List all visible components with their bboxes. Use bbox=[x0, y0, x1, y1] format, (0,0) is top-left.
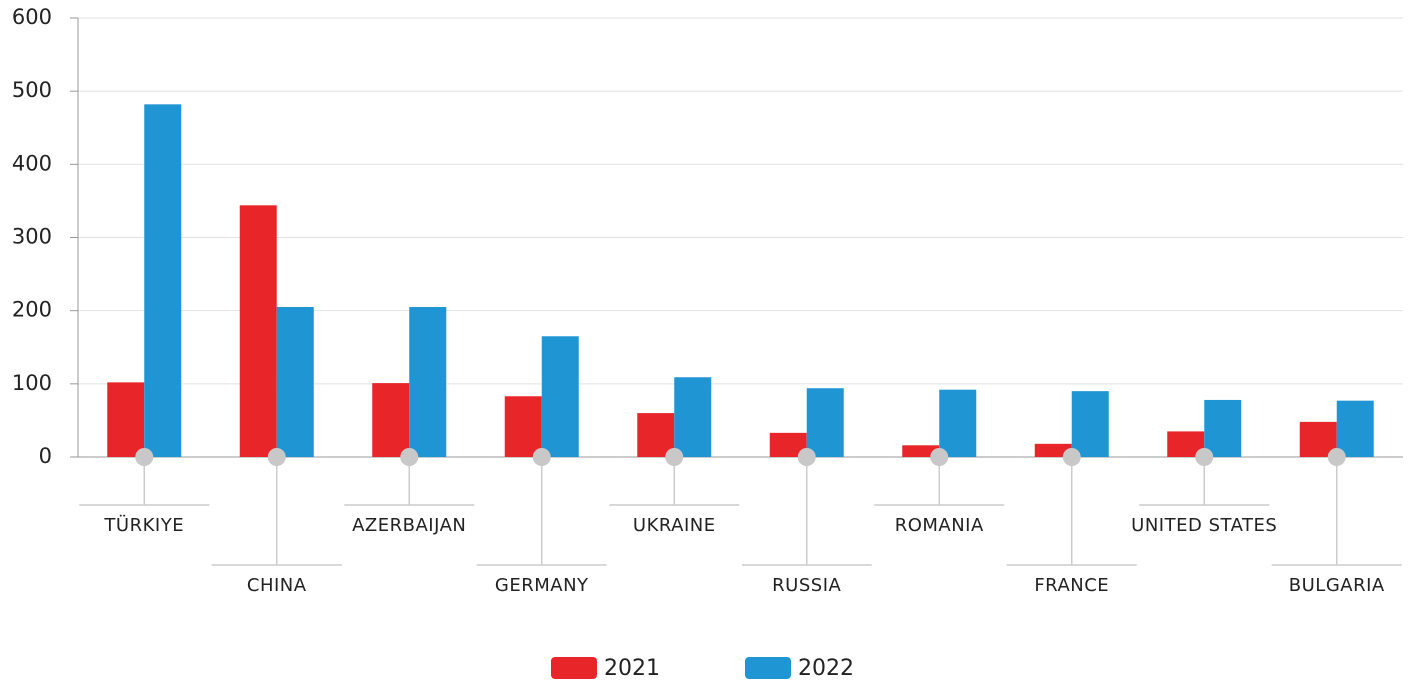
bar bbox=[806, 388, 844, 457]
y-tick-label: 400 bbox=[12, 151, 52, 175]
bar bbox=[637, 413, 675, 457]
axis-dot bbox=[797, 448, 816, 466]
legend-label: 2021 bbox=[604, 656, 660, 681]
axis-dot bbox=[135, 448, 154, 466]
x-tick-label: RUSSIA bbox=[772, 575, 841, 596]
bar bbox=[1204, 399, 1242, 457]
bar bbox=[276, 307, 314, 457]
y-tick-label: 100 bbox=[12, 371, 52, 395]
axis-dot bbox=[267, 448, 286, 466]
x-tick-label: BULGARIA bbox=[1289, 575, 1385, 596]
x-tick-label: UKRAINE bbox=[633, 515, 716, 536]
bar bbox=[409, 307, 447, 457]
x-tick-label: UNITED STATES bbox=[1131, 515, 1277, 536]
bar bbox=[541, 336, 579, 457]
y-tick-label: 600 bbox=[12, 5, 52, 29]
y-tick-label: 300 bbox=[12, 225, 52, 249]
axis-dot bbox=[930, 448, 949, 466]
legend-label: 2022 bbox=[798, 656, 854, 681]
bar bbox=[1034, 443, 1072, 457]
x-tick-label: TÜRKIYE bbox=[103, 514, 184, 536]
x-tick-label: AZERBAIJAN bbox=[352, 515, 466, 536]
bar bbox=[1336, 400, 1374, 457]
bar bbox=[674, 377, 712, 457]
bar bbox=[504, 396, 542, 457]
bar bbox=[1071, 391, 1109, 457]
x-tick-label: CHINA bbox=[247, 575, 307, 596]
bar bbox=[902, 445, 940, 457]
legend-swatch bbox=[745, 657, 791, 679]
bar bbox=[144, 104, 182, 457]
y-tick-label: 0 bbox=[39, 444, 52, 468]
axis-dot bbox=[1195, 448, 1214, 466]
axis-dot bbox=[532, 448, 551, 466]
y-tick-label: 500 bbox=[12, 78, 52, 102]
bar bbox=[939, 389, 977, 457]
bar bbox=[372, 383, 410, 457]
x-tick-label: GERMANY bbox=[495, 575, 589, 596]
bar bbox=[107, 382, 145, 457]
axis-dot bbox=[665, 448, 684, 466]
axis-dot bbox=[1327, 448, 1346, 466]
y-tick-label: 200 bbox=[12, 298, 52, 322]
bar bbox=[239, 205, 277, 457]
x-tick-label: FRANCE bbox=[1034, 575, 1109, 596]
x-tick-label: ROMANIA bbox=[895, 515, 984, 536]
axis-dot bbox=[1062, 448, 1081, 466]
axis-dot bbox=[400, 448, 419, 466]
legend-swatch bbox=[551, 657, 597, 679]
